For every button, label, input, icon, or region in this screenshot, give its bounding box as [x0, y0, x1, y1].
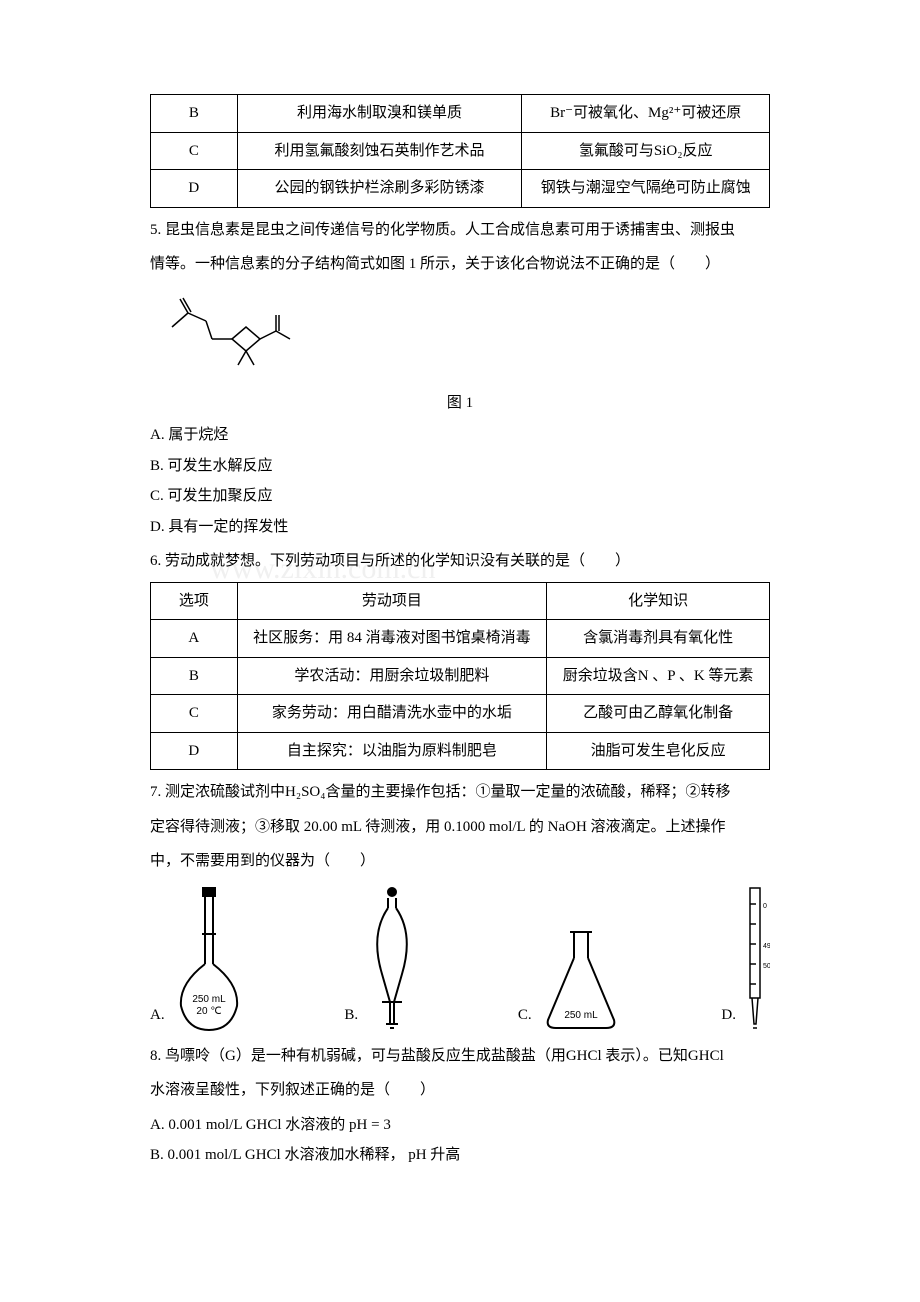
cell-item: 利用氢氟酸刻蚀石英制作艺术品: [237, 132, 522, 170]
table-row: B 学农活动：用厨余垃圾制肥料 厨余垃圾含N 、P 、K 等元素: [151, 657, 770, 695]
cell-knowledge: 含氯消毒剂具有氧化性: [547, 620, 770, 658]
table-row: C 利用氢氟酸刻蚀石英制作艺术品 氢氟酸可与SiO₂反应: [151, 132, 770, 170]
q7-stem-line2: 定容得待测液；③移取 20.00 mL 待测液，用 0.1000 mol/L 的…: [150, 813, 770, 842]
table-row: A 社区服务：用 84 消毒液对图书馆桌椅消毒 含氯消毒剂具有氧化性: [151, 620, 770, 658]
cell-knowledge: Br⁻可被氧化、Mg²⁺可被还原: [522, 95, 770, 133]
table-q4-continuation: B 利用海水制取溴和镁单质 Br⁻可被氧化、Mg²⁺可被还原 C 利用氢氟酸刻蚀…: [150, 94, 770, 208]
cell-item: 利用海水制取溴和镁单质: [237, 95, 522, 133]
cell-knowledge: 油脂可发生皂化反应: [547, 732, 770, 770]
cell-option: C: [151, 695, 238, 733]
molecule-structure-icon: [150, 287, 300, 387]
cell-knowledge: 乙酸可由乙醇氧化制备: [547, 695, 770, 733]
q5-option-c: C. 可发生加聚反应: [150, 482, 770, 511]
q7-stem-line3: 中，不需要用到的仪器为（ ）: [150, 847, 770, 876]
q5-option-b: B. 可发生水解反应: [150, 452, 770, 481]
q8-stem-line1: 8. 鸟嘌呤（G）是一种有机弱碱，可与盐酸反应生成盐酸盐（用GHCl 表示）。已…: [150, 1042, 770, 1071]
q5-stem-line2: 情等。一种信息素的分子结构简式如图 1 所示，关于该化合物说法不正确的是（ ）: [150, 250, 770, 279]
cell-option: B: [151, 95, 238, 133]
table-row: C 家务劳动：用白醋清洗水壶中的水垢 乙酸可由乙醇氧化制备: [151, 695, 770, 733]
svg-text:20 ℃: 20 ℃: [196, 1006, 221, 1017]
table-row: D 公园的钢铁护栏涂刷多彩防锈漆 钢铁与潮湿空气隔绝可防止腐蚀: [151, 170, 770, 208]
cell-item: 自主探究：以油脂为原料制肥皂: [237, 732, 547, 770]
svg-text:49: 49: [763, 943, 770, 950]
q5-stem-line1: 5. 昆虫信息素是昆虫之间传递信号的化学物质。人工合成信息素可用于诱捕害虫、测报…: [150, 216, 770, 245]
q7-stem-line1: 7. 测定浓硫酸试剂中H₂SO₄含量的主要操作包括：①量取一定量的浓硫酸，稀释；…: [150, 778, 770, 807]
table-q6: 选项 劳动项目 化学知识 A 社区服务：用 84 消毒液对图书馆桌椅消毒 含氯消…: [150, 582, 770, 771]
q8-stem-line2: 水溶液呈酸性，下列叙述正确的是（ ）: [150, 1076, 770, 1105]
cell-option: D: [151, 732, 238, 770]
cell-knowledge: 氢氟酸可与SiO₂反应: [522, 132, 770, 170]
cell-option: C: [151, 132, 238, 170]
table-header-row: 选项 劳动项目 化学知识: [151, 582, 770, 620]
burette-icon: 0 49 50: [740, 884, 770, 1034]
cell-item: 社区服务：用 84 消毒液对图书馆桌椅消毒: [237, 620, 547, 658]
cell-option: B: [151, 657, 238, 695]
cell-knowledge: 厨余垃圾含N 、P 、K 等元素: [547, 657, 770, 695]
svg-text:0: 0: [763, 903, 767, 910]
table-row: D 自主探究：以油脂为原料制肥皂 油脂可发生皂化反应: [151, 732, 770, 770]
q8-option-a: A. 0.001 mol/L GHCl 水溶液的 pH = 3: [150, 1111, 770, 1140]
cell-item: 公园的钢铁护栏涂刷多彩防锈漆: [237, 170, 522, 208]
erlenmeyer-flask-icon: 250 mL: [536, 924, 626, 1034]
q5-option-d: D. 具有一定的挥发性: [150, 513, 770, 542]
svg-text:250 mL: 250 mL: [192, 994, 226, 1005]
q7-option-d-label: D.: [721, 1001, 736, 1034]
cell-option: A: [151, 620, 238, 658]
q7-option-b-label: B.: [344, 1001, 358, 1034]
cell-item: 学农活动：用厨余垃圾制肥料: [237, 657, 547, 695]
header-item: 劳动项目: [237, 582, 547, 620]
q5-figure-caption: 图 1: [150, 389, 770, 418]
volumetric-flask-icon: 250 mL 20 ℃: [169, 884, 249, 1034]
svg-text:50: 50: [763, 963, 770, 970]
q8-option-b: B. 0.001 mol/L GHCl 水溶液加水稀释， pH 升高: [150, 1141, 770, 1170]
q6-stem: 6. 劳动成就梦想。下列劳动项目与所述的化学知识没有关联的是（ ）: [150, 547, 770, 576]
cell-knowledge: 钢铁与潮湿空气隔绝可防止腐蚀: [522, 170, 770, 208]
header-option: 选项: [151, 582, 238, 620]
separating-funnel-icon: [362, 884, 422, 1034]
q7-option-c-label: C.: [518, 1001, 532, 1034]
cell-option: D: [151, 170, 238, 208]
q5-figure: 图 1: [150, 287, 770, 418]
table-row: B 利用海水制取溴和镁单质 Br⁻可被氧化、Mg²⁺可被还原: [151, 95, 770, 133]
q7-option-a-label: A.: [150, 1001, 165, 1034]
cell-item: 家务劳动：用白醋清洗水壶中的水垢: [237, 695, 547, 733]
svg-text:250 mL: 250 mL: [564, 1010, 598, 1021]
q5-option-a: A. 属于烷烃: [150, 421, 770, 450]
header-knowledge: 化学知识: [547, 582, 770, 620]
